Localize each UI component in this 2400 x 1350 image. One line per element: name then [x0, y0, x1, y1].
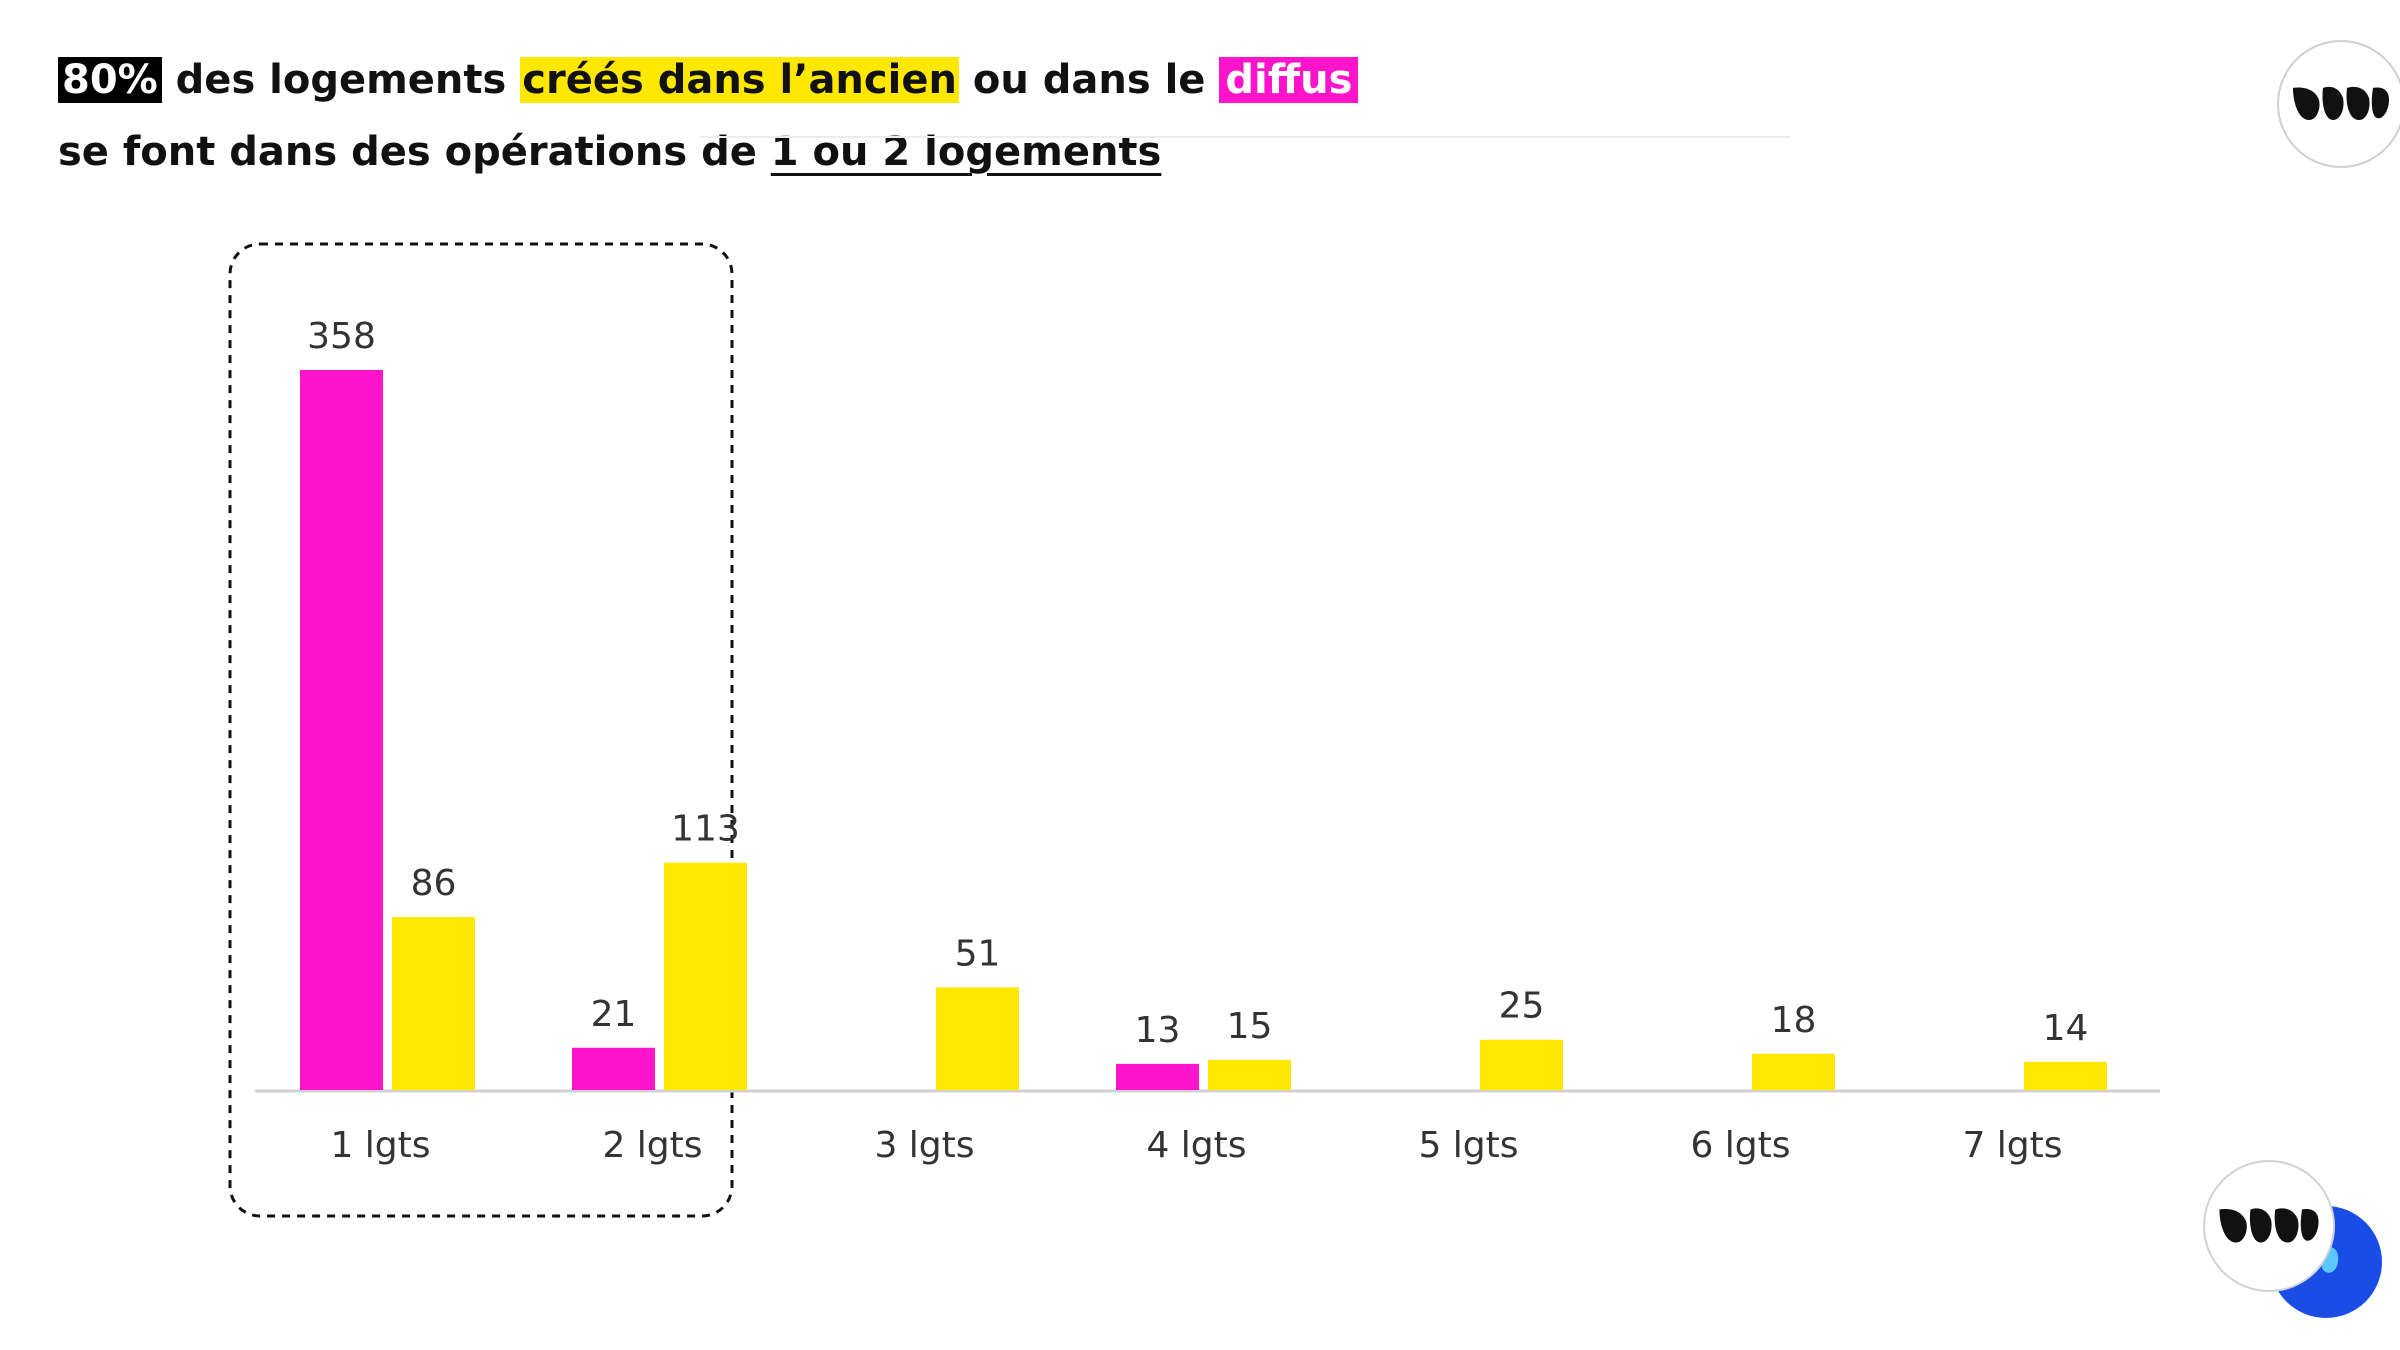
- bar-value-label: 21: [591, 994, 637, 1035]
- header-divider: [700, 136, 1790, 138]
- headline-line-2: se font dans des opérations de 1 ou 2 lo…: [58, 116, 1358, 188]
- brand-logo-icon: [2277, 40, 2400, 168]
- bar-value-label: 358: [307, 316, 376, 357]
- bar-yellow-5: [1480, 1039, 1563, 1090]
- bar-pink-1: [300, 370, 383, 1090]
- bar-value-label: 14: [2043, 1008, 2089, 1049]
- headline-highlight-diffus: diffus: [1219, 57, 1359, 103]
- bar-yellow-3: [936, 987, 1019, 1090]
- bar-yellow-1: [392, 917, 475, 1090]
- bar-value-label: 86: [411, 863, 457, 904]
- headline-text-c: se font dans des opérations de: [58, 129, 771, 175]
- bar-yellow-2: [664, 862, 747, 1090]
- bar-yellow-6: [1752, 1053, 1835, 1090]
- headline-highlight-ancien: créés dans l’ancien: [520, 57, 959, 103]
- x-tick-label: 7 lgts: [1962, 1125, 2062, 1166]
- brand-logo-badge-icon: [2203, 1160, 2335, 1292]
- x-tick-label: 5 lgts: [1418, 1125, 1518, 1166]
- bar-value-label: 13: [1135, 1010, 1181, 1051]
- bar-value-label: 51: [955, 933, 1001, 974]
- x-tick-label: 2 lgts: [602, 1125, 702, 1166]
- headline: 80% des logements créés dans l’ancien ou…: [58, 44, 1359, 188]
- bar-value-label: 15: [1227, 1006, 1273, 1047]
- bar-yellow-4: [1208, 1059, 1291, 1090]
- x-tick-label: 1 lgts: [330, 1125, 430, 1166]
- bar-yellow-7: [2024, 1061, 2107, 1090]
- bar-pink-2: [572, 1047, 655, 1090]
- x-tick-label: 6 lgts: [1690, 1125, 1790, 1166]
- bar-pink-4: [1116, 1063, 1199, 1090]
- bar-value-label: 113: [671, 809, 740, 850]
- x-tick-label: 4 lgts: [1146, 1125, 1246, 1166]
- headline-text-b: ou dans le: [958, 57, 1220, 103]
- headline-text-a: des logements: [161, 57, 521, 103]
- highlight-box: [228, 242, 734, 1218]
- headline-percentage: 80%: [58, 57, 162, 103]
- headline-line-1: 80% des logements créés dans l’ancien ou…: [58, 44, 1359, 116]
- bar-value-label: 18: [1771, 1000, 1817, 1041]
- bar-value-label: 25: [1499, 986, 1545, 1027]
- x-tick-label: 3 lgts: [874, 1125, 974, 1166]
